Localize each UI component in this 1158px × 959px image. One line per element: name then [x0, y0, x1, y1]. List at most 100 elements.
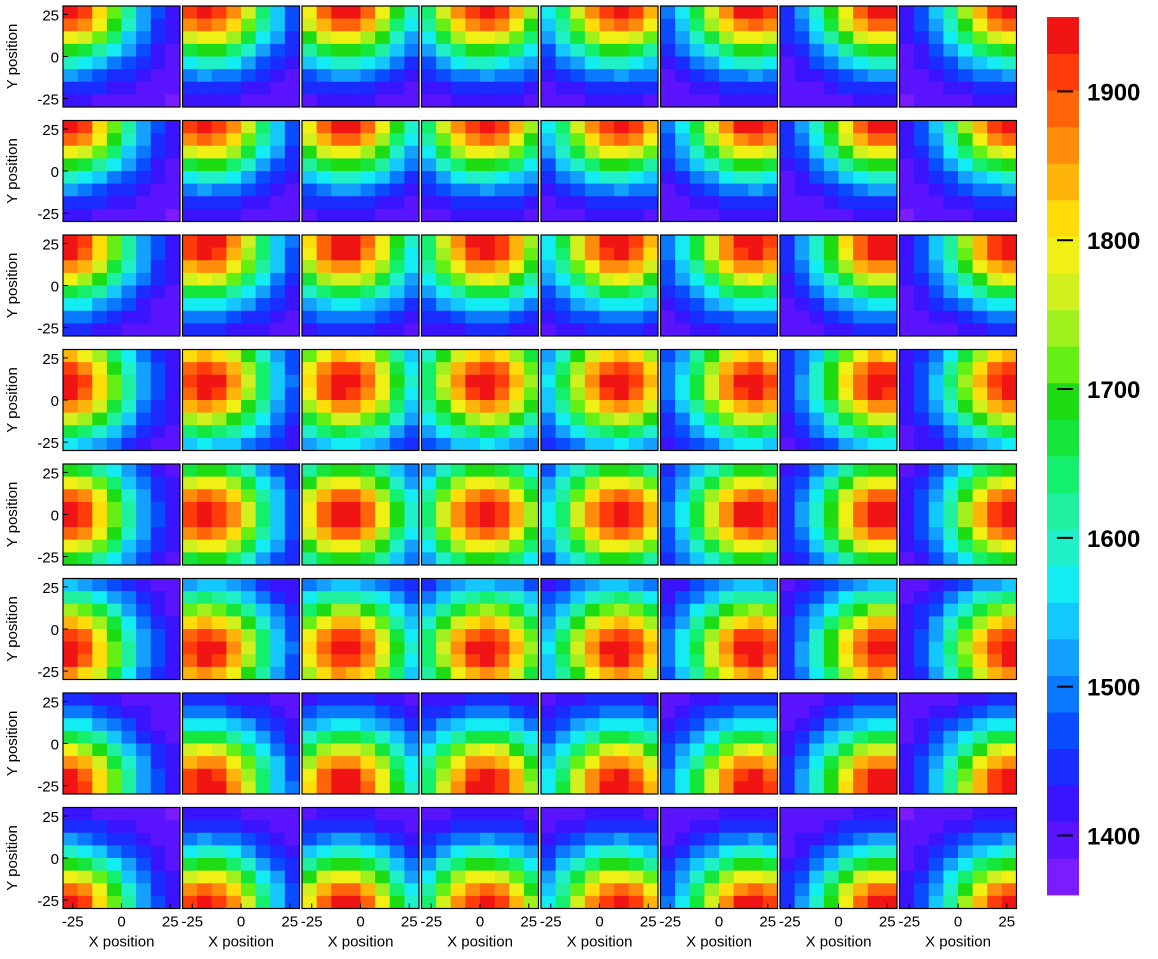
heatmap-cell: [704, 374, 720, 388]
heatmap-cell: [255, 437, 271, 451]
heatmap-cell: [523, 514, 539, 528]
heatmap-cell: [150, 641, 166, 655]
heatmap-cell: [331, 781, 347, 795]
heatmap-cell: [331, 56, 347, 70]
heatmap-cell: [541, 870, 557, 884]
heatmap-cell: [480, 81, 496, 95]
heatmap-cell: [914, 133, 930, 147]
heatmap-cell: [733, 501, 749, 515]
heatmap-cell: [197, 31, 213, 45]
heatmap-cell: [284, 171, 300, 185]
heatmap-cell: [302, 310, 318, 324]
heatmap-cell: [182, 6, 198, 20]
heatmap-cell: [823, 298, 839, 312]
heatmap-cell: [853, 69, 869, 83]
heatmap-cell: [882, 539, 898, 553]
heatmap-cell: [480, 501, 496, 515]
heatmap-cell: [523, 705, 539, 719]
heatmap-cell: [92, 781, 108, 795]
heatmap-cell: [211, 323, 227, 337]
heatmap-cell: [599, 94, 615, 108]
heatmap-cell: [255, 578, 271, 592]
heatmap-cell: [284, 31, 300, 45]
heatmap-cell: [302, 654, 318, 668]
heatmap-cell: [853, 412, 869, 426]
heatmap-cell: [480, 464, 496, 478]
heatmap-cell: [823, 362, 839, 376]
heatmap-cell: [867, 489, 883, 503]
heatmap-cell: [331, 552, 347, 566]
heatmap-cell: [599, 501, 615, 515]
heatmap-cell: [77, 489, 93, 503]
heatmap-cell: [255, 349, 271, 363]
heatmap-cell: [748, 743, 764, 757]
heatmap-cell: [509, 310, 525, 324]
heatmap-cell: [972, 43, 988, 57]
heatmap-cell: [943, 705, 959, 719]
heatmap-cell: [794, 425, 810, 439]
heatmap-cell: [450, 183, 466, 197]
heatmap-cell: [331, 196, 347, 210]
heatmap-cell: [867, 69, 883, 83]
heatmap-cell: [928, 883, 944, 897]
heatmap-cell: [704, 807, 720, 821]
heatmap-cell: [972, 845, 988, 859]
heatmap-cell: [121, 539, 137, 553]
heatmap-cell: [780, 6, 796, 20]
heatmap-cell: [987, 81, 1003, 95]
heatmap-cell: [1001, 362, 1017, 376]
heatmap-cell: [689, 298, 705, 312]
heatmap-cell: [121, 591, 137, 605]
heatmap-cell: [316, 425, 332, 439]
heatmap-cell: [704, 18, 720, 32]
heatmap-cell: [92, 437, 108, 451]
heatmap-cell: [284, 527, 300, 541]
heatmap-cell: [628, 629, 644, 643]
heatmap-cell: [404, 133, 420, 147]
heatmap-cell: [914, 845, 930, 859]
heatmap-cell: [762, 437, 778, 451]
heatmap-cell: [494, 845, 510, 859]
heatmap-cell: [523, 883, 539, 897]
heatmap-cell: [555, 6, 571, 20]
heatmap-cell: [331, 374, 347, 388]
heatmap-cell: [375, 552, 391, 566]
heatmap-cell: [389, 858, 405, 872]
heatmap-cell: [660, 81, 676, 95]
heatmap-cell: [136, 756, 152, 770]
heatmap-cell: [375, 718, 391, 732]
heatmap-cell: [284, 641, 300, 655]
heatmap-cell: [165, 208, 181, 222]
heatmap-cell: [270, 196, 286, 210]
heatmap-cell: [465, 6, 481, 20]
heatmap-cell: [92, 56, 108, 70]
heatmap-cell: [331, 349, 347, 363]
panel-frame: [181, 577, 301, 681]
heatmap-cell: [241, 578, 257, 592]
heatmap-cell: [465, 81, 481, 95]
heatmap-cell: [241, 31, 257, 45]
heatmap-cell: [628, 756, 644, 770]
heatmap-cell: [838, 578, 854, 592]
heatmap-cell: [197, 298, 213, 312]
heatmap-cell: [302, 693, 318, 707]
heatmap-cell: [972, 693, 988, 707]
heatmap-cell: [316, 464, 332, 478]
heatmap-cell: [375, 437, 391, 451]
heatmap-cell: [302, 845, 318, 859]
heatmap-cell: [570, 349, 586, 363]
heatmap-cell: [809, 349, 825, 363]
x-tick-label: -25: [181, 914, 203, 931]
heatmap-cell: [331, 31, 347, 45]
heatmap-cell: [762, 285, 778, 299]
heatmap-cell: [689, 18, 705, 32]
heatmap-cell: [421, 437, 437, 451]
heatmap-cell: [748, 18, 764, 32]
heatmap-cell: [226, 858, 242, 872]
heatmap-cell: [614, 858, 630, 872]
heatmap-cell: [450, 81, 466, 95]
heatmap-cell: [404, 603, 420, 617]
heatmap-cell: [838, 654, 854, 668]
heatmap-cell: [345, 629, 361, 643]
heatmap-cell: [943, 858, 959, 872]
